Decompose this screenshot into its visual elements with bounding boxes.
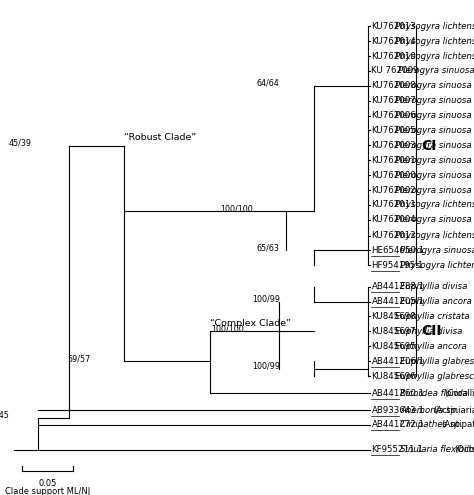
Text: KU762001: KU762001 <box>372 156 416 165</box>
Text: 45/39: 45/39 <box>8 139 31 148</box>
Text: KU 762009: KU 762009 <box>372 66 419 75</box>
Text: Plerogyra sinuosa: Plerogyra sinuosa <box>395 81 471 90</box>
Text: KU762007: KU762007 <box>372 96 416 105</box>
Text: Physogyra lichtensteini: Physogyra lichtensteini <box>395 200 474 209</box>
Text: 38/45: 38/45 <box>0 411 9 420</box>
Text: KU845698: KU845698 <box>372 312 416 321</box>
Text: KU845696: KU845696 <box>372 372 416 381</box>
Text: 65/63: 65/63 <box>256 244 279 252</box>
Text: AB441206.1: AB441206.1 <box>372 356 425 366</box>
Text: AB441260.1: AB441260.1 <box>372 389 425 397</box>
Text: 100/100: 100/100 <box>211 324 244 333</box>
Text: (Octocorallia): (Octocorallia) <box>454 445 474 454</box>
Text: Physogyra lichtensteini: Physogyra lichtensteini <box>395 51 474 60</box>
Text: Euphyllia divisa: Euphyllia divisa <box>395 327 462 336</box>
Text: (Corallimorpharia): (Corallimorpharia) <box>444 389 474 397</box>
Text: “Robust Clade”: “Robust Clade” <box>124 133 196 143</box>
Text: Plerogyra sinuosa: Plerogyra sinuosa <box>395 96 471 105</box>
Text: AB441288.1: AB441288.1 <box>372 282 425 291</box>
Text: “Complex Clade”: “Complex Clade” <box>210 319 292 328</box>
Text: Euphyllia ancora: Euphyllia ancora <box>400 297 472 306</box>
Text: KU845697: KU845697 <box>372 327 416 336</box>
Text: AB933643.1: AB933643.1 <box>372 405 424 414</box>
Text: KU762008: KU762008 <box>372 81 416 90</box>
Text: 59/57: 59/57 <box>68 354 91 363</box>
Text: KU762005: KU762005 <box>372 126 416 135</box>
Text: KU762014: KU762014 <box>372 37 416 46</box>
Text: KU762000: KU762000 <box>372 171 416 180</box>
Text: Euphyllia divisa: Euphyllia divisa <box>400 282 468 291</box>
Text: 100/100: 100/100 <box>220 204 253 213</box>
Text: Plerogyra sinuosa: Plerogyra sinuosa <box>395 111 471 120</box>
Text: Euphyllia glabrescens: Euphyllia glabrescens <box>400 356 474 366</box>
Text: Plerogyra sinuosa: Plerogyra sinuosa <box>400 246 474 255</box>
Text: KU762012: KU762012 <box>372 231 416 240</box>
Text: Euphyllia glabrescens: Euphyllia glabrescens <box>395 372 474 381</box>
Text: Clade support ML/NJ: Clade support ML/NJ <box>5 487 90 495</box>
Text: 0.05: 0.05 <box>38 479 56 488</box>
Text: Physogyra lichtensteini: Physogyra lichtensteini <box>395 37 474 46</box>
Text: Cirripathes sp.: Cirripathes sp. <box>400 420 465 430</box>
Text: Physogyra lichtensteini: Physogyra lichtensteini <box>395 22 474 31</box>
Text: (Actiniaria): (Actiniaria) <box>434 405 474 414</box>
Text: HF954195.1: HF954195.1 <box>372 261 424 270</box>
Text: Plerogyra sinuosa: Plerogyra sinuosa <box>395 215 471 224</box>
Text: 100/99: 100/99 <box>252 362 280 371</box>
Text: Plerogyra sinuosa: Plerogyra sinuosa <box>395 186 471 195</box>
Text: KU762002: KU762002 <box>372 186 416 195</box>
Text: 64/64: 64/64 <box>256 79 279 88</box>
Text: CI: CI <box>421 139 437 153</box>
Text: Physogyra lichtensteini: Physogyra lichtensteini <box>395 231 474 240</box>
Text: KU762003: KU762003 <box>372 141 416 150</box>
Text: KU762006: KU762006 <box>372 111 416 120</box>
Text: Euphyllia cristata: Euphyllia cristata <box>395 312 469 321</box>
Text: AB441272.1: AB441272.1 <box>372 420 425 430</box>
Text: KU762011: KU762011 <box>372 200 416 209</box>
Text: Sinularia flexibilis: Sinularia flexibilis <box>400 445 474 454</box>
Text: KU762004: KU762004 <box>372 215 416 224</box>
Text: 100/99: 100/99 <box>252 295 280 303</box>
Text: CII: CII <box>421 324 442 338</box>
Text: KU845695: KU845695 <box>372 342 416 351</box>
Text: KF955211.1: KF955211.1 <box>372 445 423 454</box>
Text: Plerogyra sinuosa: Plerogyra sinuosa <box>395 171 471 180</box>
Text: AB441205.1: AB441205.1 <box>372 297 425 306</box>
Text: KU762010: KU762010 <box>372 51 416 60</box>
Text: Plerogyra sinuosa: Plerogyra sinuosa <box>395 126 471 135</box>
Text: KU762013: KU762013 <box>372 22 416 31</box>
Text: HE654650.1: HE654650.1 <box>372 246 425 255</box>
Text: Plerogyra sinuosa: Plerogyra sinuosa <box>395 141 471 150</box>
Text: Anemonia sp.: Anemonia sp. <box>400 405 462 414</box>
Text: Euphyllia ancora: Euphyllia ancora <box>395 342 466 351</box>
Text: Physogyra lichtensteini: Physogyra lichtensteini <box>400 261 474 270</box>
Text: Ricordea florida: Ricordea florida <box>400 389 471 397</box>
Text: (Antipatharia): (Antipatharia) <box>441 420 474 430</box>
Text: Plerogyra sinuosa: Plerogyra sinuosa <box>398 66 474 75</box>
Text: Plerogyra sinuosa: Plerogyra sinuosa <box>395 156 471 165</box>
